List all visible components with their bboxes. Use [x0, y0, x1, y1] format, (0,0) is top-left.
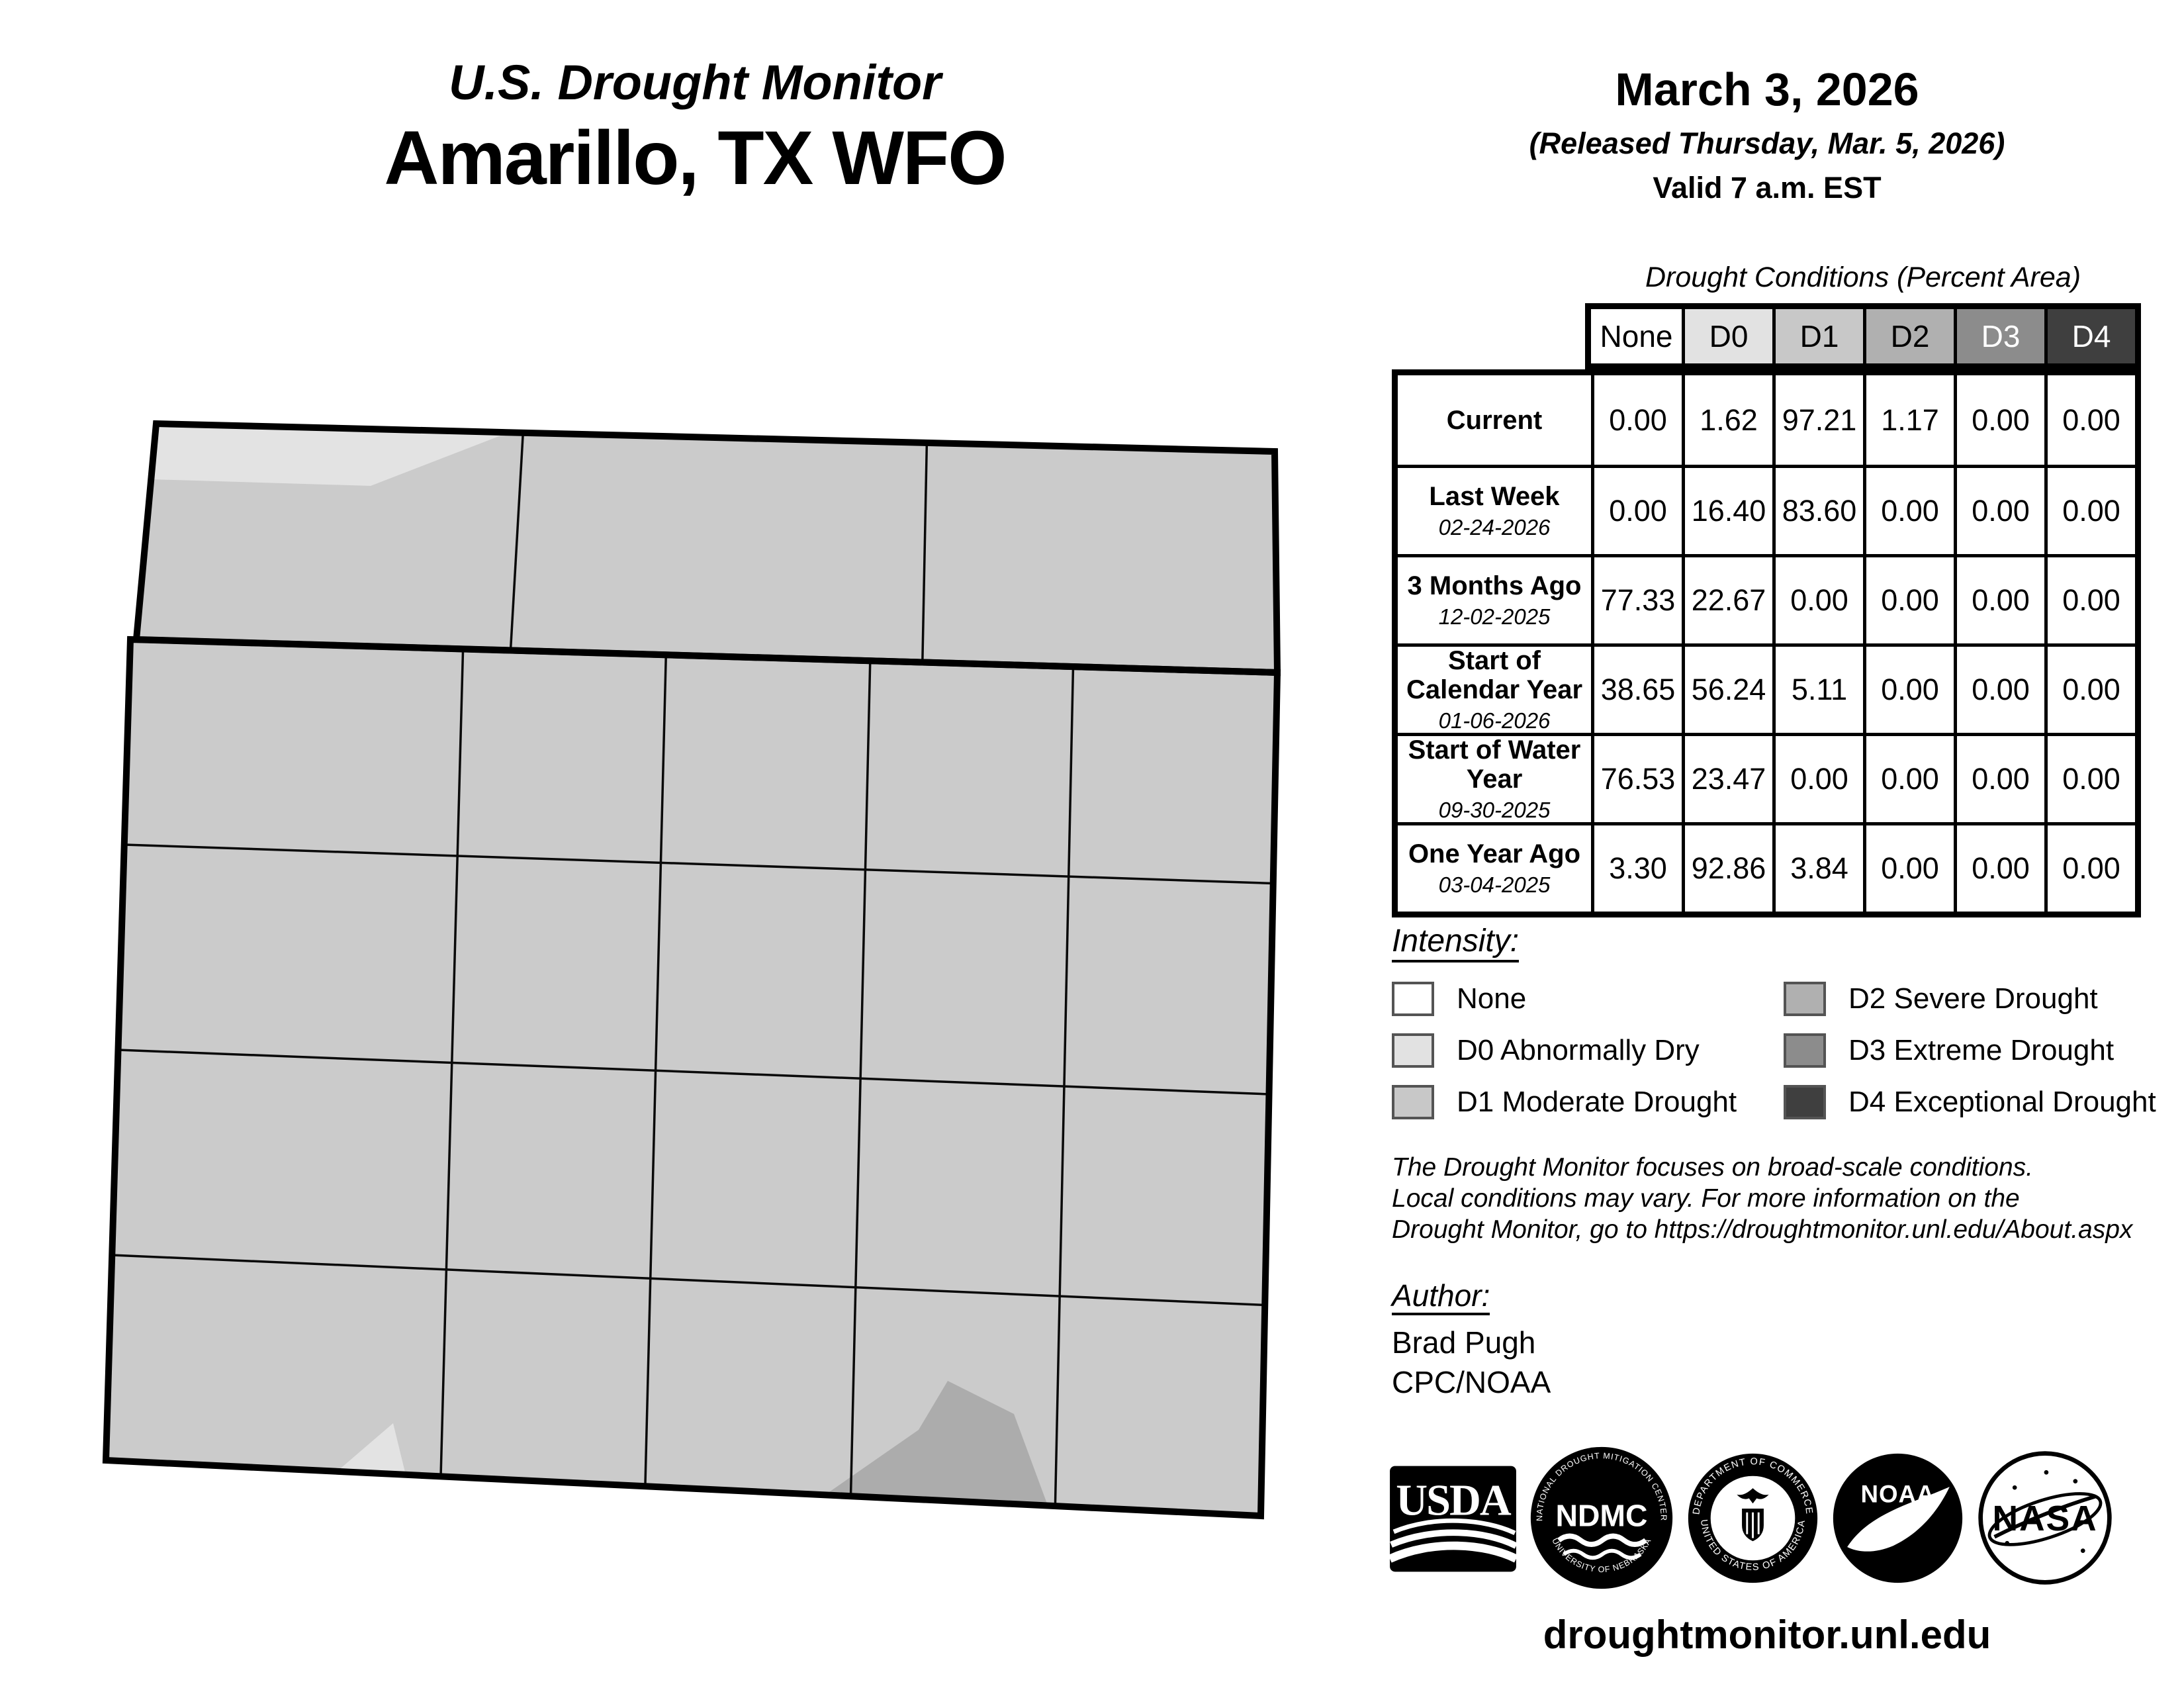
- row-label: 3 Months Ago 12-02-2025: [1398, 554, 1591, 643]
- table-value: 0.00: [2044, 554, 2135, 643]
- commerce-seal-icon: DEPARTMENT OF COMMERCE UNITED STATES OF …: [1688, 1453, 1818, 1583]
- table-value: 0.00: [1954, 465, 2044, 554]
- table-value: 3.84: [1772, 822, 1863, 912]
- svg-text:NASA: NASA: [1992, 1499, 2097, 1538]
- intensity-legend: None D0 Abnormally Dry D1 Moderate Droug…: [1392, 973, 2156, 1128]
- d1-swatch: [1392, 1085, 1434, 1119]
- map-date: March 3, 2026: [1615, 64, 1919, 115]
- table-column-headers: None D0 D1 D2 D3 D4: [1585, 303, 2141, 369]
- table-value: 1.62: [1682, 375, 1772, 465]
- table-value: 0.00: [1954, 643, 2044, 733]
- page-title: Amarillo, TX WFO: [384, 116, 1007, 201]
- row-label: Current: [1398, 375, 1591, 465]
- author-title: Author:: [1392, 1280, 1490, 1315]
- table-value: 0.00: [1954, 554, 2044, 643]
- drought-conditions-table: Current 0.00 1.62 97.21 1.17 0.00 0.00 Last Wee…: [1392, 369, 2141, 917]
- table-value: 0.00: [1772, 554, 1863, 643]
- column-header-none: None: [1591, 309, 1682, 363]
- table-value: 83.60: [1772, 465, 1863, 554]
- table-value: 0.00: [2044, 643, 2135, 733]
- column-header-d1: D1: [1772, 309, 1863, 363]
- d2-swatch: [1784, 982, 1826, 1016]
- table-value: 0.00: [1863, 822, 1954, 912]
- d3-swatch: [1784, 1033, 1826, 1068]
- nasa-logo-icon: NASA: [1978, 1451, 2112, 1585]
- table-value: 5.11: [1772, 643, 1863, 733]
- table-value: 0.00: [1863, 465, 1954, 554]
- author-org: CPC/NOAA: [1392, 1365, 1551, 1399]
- table-value: 38.65: [1591, 643, 1682, 733]
- table-value: 0.00: [1863, 643, 1954, 733]
- legend-item: D3 Extreme Drought: [1784, 1025, 2156, 1076]
- ndmc-logo-icon: NATIONAL DROUGHT MITIGATION CENTER UNIVE…: [1530, 1446, 1673, 1589]
- usda-logo-icon: USDA: [1388, 1466, 1518, 1571]
- table-value: 92.86: [1682, 822, 1772, 912]
- valid-time: Valid 7 a.m. EST: [1653, 171, 1882, 205]
- author-block: Author: Brad Pugh CPC/NOAA: [1392, 1280, 1551, 1397]
- disclaimer-line: Drought Monitor, go to https://droughtmo…: [1392, 1215, 2133, 1244]
- disclaimer: The Drought Monitor focuses on broad-sca…: [1392, 1152, 2132, 1245]
- table-value: 3.30: [1591, 822, 1682, 912]
- table-title: Drought Conditions (Percent Area): [1645, 261, 2081, 293]
- report-title: U.S. Drought Monitor: [449, 55, 941, 110]
- d4-swatch: [1784, 1085, 1826, 1119]
- table-value: 16.40: [1682, 465, 1772, 554]
- table-value: 0.00: [2044, 733, 2135, 822]
- column-header-d2: D2: [1863, 309, 1954, 363]
- none-swatch: [1392, 982, 1434, 1016]
- table-value: 56.24: [1682, 643, 1772, 733]
- noaa-logo-icon: NOAA: [1833, 1453, 1963, 1583]
- table-value: 0.00: [2044, 822, 2135, 912]
- title-block: U.S. Drought Monitor Amarillo, TX WFO: [199, 58, 1191, 197]
- table-value: 0.00: [1954, 733, 2044, 822]
- table-value: 0.00: [1863, 733, 1954, 822]
- table-value: 22.67: [1682, 554, 1772, 643]
- row-label: Last Week 02-24-2026: [1398, 465, 1591, 554]
- svg-text:NDMC: NDMC: [1556, 1499, 1648, 1533]
- legend-item: D1 Moderate Drought: [1392, 1076, 1784, 1128]
- agency-logos: USDA NATIONAL DROUGHT MITIGATION CENTER …: [1388, 1444, 2115, 1591]
- released-date: (Released Thursday, Mar. 5, 2026): [1529, 126, 2005, 160]
- table-value: 0.00: [1772, 733, 1863, 822]
- table-value: 97.21: [1772, 375, 1863, 465]
- table-value: 76.53: [1591, 733, 1682, 822]
- table-value: 0.00: [1591, 375, 1682, 465]
- d0-swatch: [1392, 1033, 1434, 1068]
- table-value: 0.00: [1954, 375, 2044, 465]
- table-value: 0.00: [1591, 465, 1682, 554]
- table-value: 23.47: [1682, 733, 1772, 822]
- footer-url: droughtmonitor.unl.edu: [1543, 1613, 1991, 1657]
- date-block: March 3, 2026 (Released Thursday, Mar. 5…: [1403, 66, 2131, 203]
- row-label: One Year Ago 03-04-2025: [1398, 822, 1591, 912]
- column-header-d0: D0: [1682, 309, 1772, 363]
- svg-text:USDA: USDA: [1396, 1476, 1512, 1524]
- column-header-d4: D4: [2044, 309, 2135, 363]
- disclaimer-line: Local conditions may vary. For more info…: [1392, 1184, 2020, 1213]
- legend-item: D2 Severe Drought: [1784, 973, 2156, 1025]
- author-name: Brad Pugh: [1392, 1325, 1536, 1360]
- disclaimer-line: The Drought Monitor focuses on broad-sca…: [1392, 1153, 2034, 1182]
- legend-title: Intensity:: [1392, 925, 1520, 962]
- table-value: 77.33: [1591, 554, 1682, 643]
- table-value: 0.00: [1954, 822, 2044, 912]
- table-value: 0.00: [1863, 554, 1954, 643]
- legend-item: D0 Abnormally Dry: [1392, 1025, 1784, 1076]
- row-label: Start of Calendar Year 01-06-2026: [1398, 643, 1591, 733]
- table-value: 1.17: [1863, 375, 1954, 465]
- table-value: 0.00: [2044, 375, 2135, 465]
- row-label: Start of Water Year 09-30-2025: [1398, 733, 1591, 822]
- table-value: 0.00: [2044, 465, 2135, 554]
- legend-item: None: [1392, 973, 1784, 1025]
- column-header-d3: D3: [1954, 309, 2044, 363]
- legend-item: D4 Exceptional Drought: [1784, 1076, 2156, 1128]
